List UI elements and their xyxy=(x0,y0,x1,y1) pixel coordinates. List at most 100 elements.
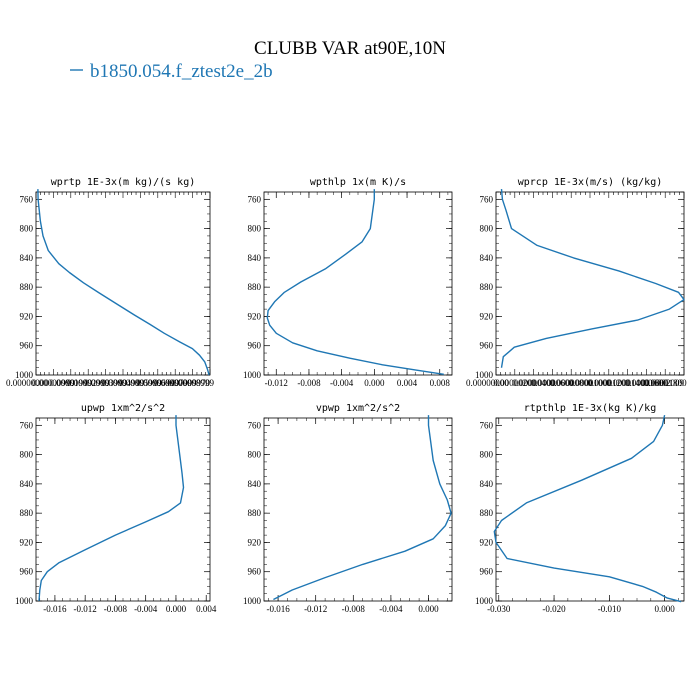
x-tick-label: 0.000 xyxy=(418,604,439,614)
y-tick-label: 840 xyxy=(20,479,34,489)
y-tick-label: 880 xyxy=(20,282,34,292)
y-tick-label: 760 xyxy=(20,194,34,204)
x-tick-label: 0.00001999 xyxy=(49,378,92,388)
x-tick-label: -0.020 xyxy=(542,604,566,614)
x-tick-label: -0.016 xyxy=(43,604,67,614)
x-tick-label: -0.008 xyxy=(342,604,366,614)
y-tick-label: 760 xyxy=(480,420,494,430)
plot-frame xyxy=(263,417,453,602)
y-tick-label: 1000 xyxy=(15,596,34,606)
x-tick-label: -0.004 xyxy=(379,604,403,614)
y-tick-label: 840 xyxy=(248,253,262,263)
y-tick-label: 880 xyxy=(248,282,262,292)
panel-4: upwp 1xm^2/s^2 760 800 840 880 920 960 1000 -0.0… xyxy=(15,403,217,614)
y-tick-label: 800 xyxy=(20,224,34,234)
y-tick-label: 1000 xyxy=(475,370,494,380)
panel-5: vpwp 1xm^2/s^2 760 800 840 880 920 960 1000 -0.0… xyxy=(243,403,453,614)
y-tick-label: 800 xyxy=(20,450,34,460)
x-tick-label: -0.012 xyxy=(265,378,288,388)
series-line xyxy=(500,189,685,368)
series-line xyxy=(273,415,452,601)
x-tick-label: 0.000 xyxy=(655,604,676,614)
series-line xyxy=(493,414,682,603)
x-tick-label: 0.00000999 xyxy=(32,378,75,388)
panel-title: wprtp 1E-3x(m kg)/(s kg) xyxy=(51,177,196,188)
x-tick-label: 0.00004999 xyxy=(102,378,145,388)
x-tick-label: 0.00007999 xyxy=(154,378,197,388)
x-tick-label: 0.00000400 xyxy=(512,378,555,388)
x-tick-label: 0.00001000 xyxy=(569,378,612,388)
panel-title: wprcp 1E-3x(m/s) (kg/kg) xyxy=(518,177,663,188)
y-tick-label: 920 xyxy=(480,311,494,321)
y-tick-label: 800 xyxy=(480,450,494,460)
x-tick-label: 0.00008999 xyxy=(171,378,214,388)
legend-label: b1850.054.f_ztest2e_2b xyxy=(90,61,273,82)
x-tick-label: 0.00009970 xyxy=(167,378,210,388)
y-tick-label: 920 xyxy=(248,537,262,547)
x-tick-label: -0.004 xyxy=(330,378,354,388)
series-line xyxy=(38,415,185,602)
y-tick-label: 880 xyxy=(480,508,494,518)
y-tick-label: 800 xyxy=(248,450,262,460)
y-tick-label: 880 xyxy=(248,508,262,518)
y-tick-label: 960 xyxy=(20,567,34,577)
y-tick-label: 840 xyxy=(248,479,262,489)
y-tick-label: 800 xyxy=(480,224,494,234)
y-tick-label: 920 xyxy=(20,537,34,547)
y-tick-label: 960 xyxy=(480,341,494,351)
plot-frame xyxy=(495,417,685,602)
x-tick-label: 0.00000000 xyxy=(466,378,509,388)
y-tick-label: 1000 xyxy=(243,370,262,380)
x-tick-label: -0.010 xyxy=(598,604,622,614)
x-tick-label: 0.00002999 xyxy=(67,378,110,388)
y-tick-label: 960 xyxy=(480,567,494,577)
x-tick-label: 0.00001200 xyxy=(587,378,630,388)
x-tick-label: 0.00002009 xyxy=(641,378,684,388)
panel-title: upwp 1xm^2/s^2 xyxy=(81,403,165,414)
plot-frame xyxy=(263,191,453,376)
y-tick-label: 840 xyxy=(480,479,494,489)
x-tick-label: 0.00001800 xyxy=(644,378,687,388)
y-tick-label: 840 xyxy=(480,253,494,263)
x-tick-label: 0.00000800 xyxy=(550,378,593,388)
plot-frame xyxy=(35,417,211,602)
y-tick-label: 960 xyxy=(248,341,262,351)
series-line xyxy=(266,189,444,375)
x-tick-label: 0.00000600 xyxy=(531,378,574,388)
y-tick-label: 1000 xyxy=(243,596,262,606)
series-line xyxy=(37,189,210,376)
x-tick-label: 0.000 xyxy=(166,604,187,614)
panel-title: rtpthlp 1E-3x(kg K)/kg xyxy=(524,403,656,414)
x-tick-label: 0.00001600 xyxy=(625,378,668,388)
x-tick-label: -0.012 xyxy=(304,604,327,614)
y-tick-label: 920 xyxy=(480,537,494,547)
x-tick-label: 0.000 xyxy=(364,378,385,388)
x-tick-label: 0.00000200 xyxy=(493,378,536,388)
x-tick-label: 0.008 xyxy=(430,378,451,388)
x-tick-label: 0.00006999 xyxy=(136,378,179,388)
y-tick-label: 800 xyxy=(248,224,262,234)
y-tick-label: 920 xyxy=(20,311,34,321)
y-tick-label: 960 xyxy=(248,567,262,577)
y-tick-label: 1000 xyxy=(15,370,34,380)
y-tick-label: 1000 xyxy=(475,596,494,606)
x-tick-label: 0.00001400 xyxy=(606,378,649,388)
panel-2: wpthlp 1x(m K)/s7608008408809209601000-0… xyxy=(243,177,453,388)
y-tick-label: 760 xyxy=(248,420,262,430)
x-tick-label: -0.008 xyxy=(104,604,128,614)
panel-title: wpthlp 1x(m K)/s xyxy=(310,177,406,188)
panel-6: rtpthlp 1E-3x(kg K)/kg 760 800 840 880 920 960… xyxy=(475,403,685,614)
x-tick-label: -0.004 xyxy=(134,604,158,614)
panel-1: wprtp 1E-3x(m kg)/(s kg) 760 800 840 880 920 9… xyxy=(6,177,214,388)
y-tick-label: 760 xyxy=(248,194,262,204)
x-tick-label: -0.030 xyxy=(487,604,511,614)
x-tick-label: -0.012 xyxy=(74,604,97,614)
panel-title: vpwp 1xm^2/s^2 xyxy=(316,403,400,414)
y-tick-label: 960 xyxy=(20,341,34,351)
x-tick-label: 0.00000000 xyxy=(6,378,49,388)
y-tick-label: 840 xyxy=(20,253,34,263)
y-tick-label: 920 xyxy=(248,311,262,321)
x-tick-label: 0.00005999 xyxy=(119,378,162,388)
y-tick-label: 880 xyxy=(480,282,494,292)
